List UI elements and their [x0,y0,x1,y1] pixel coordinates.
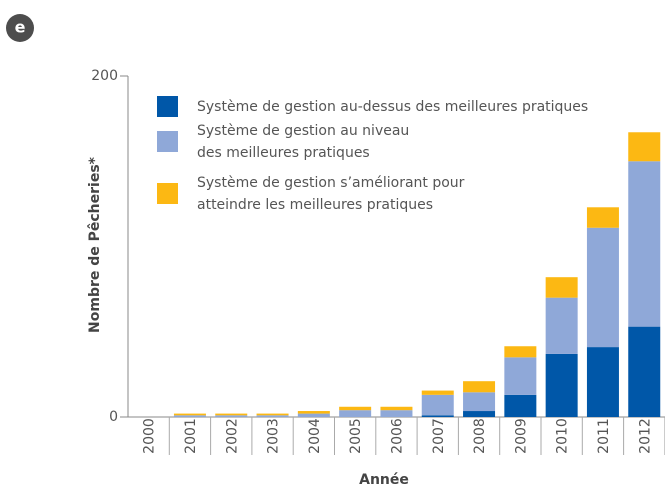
bar-segment [586,207,619,228]
y-tick-label: 0 [109,409,118,425]
bar-segment [421,415,454,417]
bar-segment [297,411,330,414]
panel-badge [6,14,34,42]
bar-segment [421,390,454,395]
bar-segment [173,413,206,416]
bar-segment [463,411,496,417]
x-tick-label: 2011 [596,418,612,454]
bar-segment [339,410,372,417]
x-tick-label: 2007 [431,418,447,454]
bar-segment [215,415,248,417]
bar-segment [380,410,413,417]
bar-segment [545,277,578,298]
legend-label: Système de gestion au niveau des meilleur… [197,123,409,161]
x-tick-label: 2000 [142,418,158,454]
legend-label: Système de gestion s’améliorant pour atte… [197,175,465,213]
bar-segment [256,413,289,416]
panel-label: e [15,18,26,37]
bar-segment [545,297,578,354]
bar-segment [545,353,578,417]
bar-segment [586,227,619,348]
bar-segment [628,161,661,327]
bar-segment [256,415,289,417]
x-tick-label: 2002 [224,418,240,454]
bar-segment [628,326,661,417]
bar-segment [463,392,496,412]
bar-segment [173,415,206,417]
y-axis-label: Nombre de Pêcheries* [87,156,103,333]
bar-segment [586,347,619,417]
legend-swatch [157,183,178,204]
bar-segment [297,413,330,417]
x-axis-label: Année [359,472,409,488]
bar-segment [215,413,248,416]
bar-segment [339,406,372,411]
x-tick-label: 2009 [513,418,529,454]
legend-swatch [157,131,178,152]
bar-segment [421,394,454,416]
x-tick-label: 2008 [472,418,488,454]
legend-label: Système de gestion au-dessus des meilleu… [197,99,588,115]
bar-segment [504,394,537,417]
bar-segment [380,406,413,411]
x-tick-label: 2003 [266,418,282,454]
y-tick-label: 200 [91,68,118,84]
bar-segment [463,381,496,393]
legend-swatch [157,96,178,117]
x-tick-label: 2001 [183,418,199,454]
x-tick-label: 2006 [389,418,405,454]
x-tick-label: 2010 [555,418,571,454]
x-tick-label: 2004 [307,418,323,454]
x-tick-label: 2012 [637,418,653,454]
bar-segment [628,132,661,162]
x-tick-label: 2005 [348,418,364,454]
bar-segment [504,357,537,395]
bar-segment [504,346,537,358]
